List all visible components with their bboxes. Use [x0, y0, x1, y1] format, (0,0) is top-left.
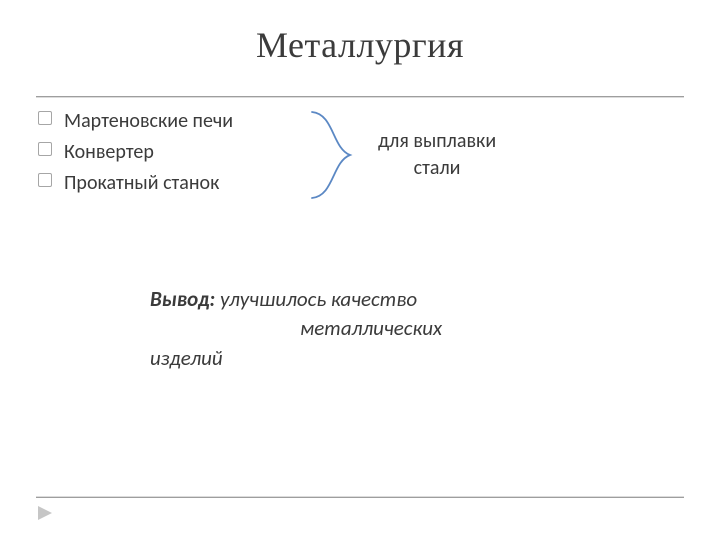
list-item: Прокатный станок [38, 168, 233, 199]
bullet-list: Мартеновские печи Конвертер Прокатный ст… [38, 106, 233, 199]
conclusion-text: улучшилось качество [215, 286, 417, 312]
conclusion-text: изделий [150, 345, 223, 371]
list-item: Мартеновские печи [38, 106, 233, 137]
bullet-marker-icon [38, 111, 52, 125]
list-item-label: Прокатный станок [64, 168, 219, 199]
list-item-label: Мартеновские печи [64, 106, 233, 137]
conclusion-block: Вывод: улучшилось качество металлических… [150, 285, 570, 373]
annotation-text: для выплавки стали [378, 128, 496, 182]
chevron-right-icon [38, 506, 52, 520]
divider-bottom [36, 496, 684, 498]
curly-brace-icon [300, 110, 360, 200]
slide-title: Металлургия [0, 24, 720, 66]
conclusion-lead: Вывод: [150, 286, 215, 312]
divider-top [36, 96, 684, 98]
bullet-marker-icon [38, 173, 52, 187]
slide: Металлургия Мартеновские печи Конвертер … [0, 0, 720, 540]
list-item-label: Конвертер [64, 137, 154, 168]
conclusion-text: металлических [150, 315, 442, 341]
list-item: Конвертер [38, 137, 233, 168]
annotation-line: для выплавки [378, 129, 496, 153]
bullet-marker-icon [38, 142, 52, 156]
annotation-line: стали [414, 156, 461, 180]
